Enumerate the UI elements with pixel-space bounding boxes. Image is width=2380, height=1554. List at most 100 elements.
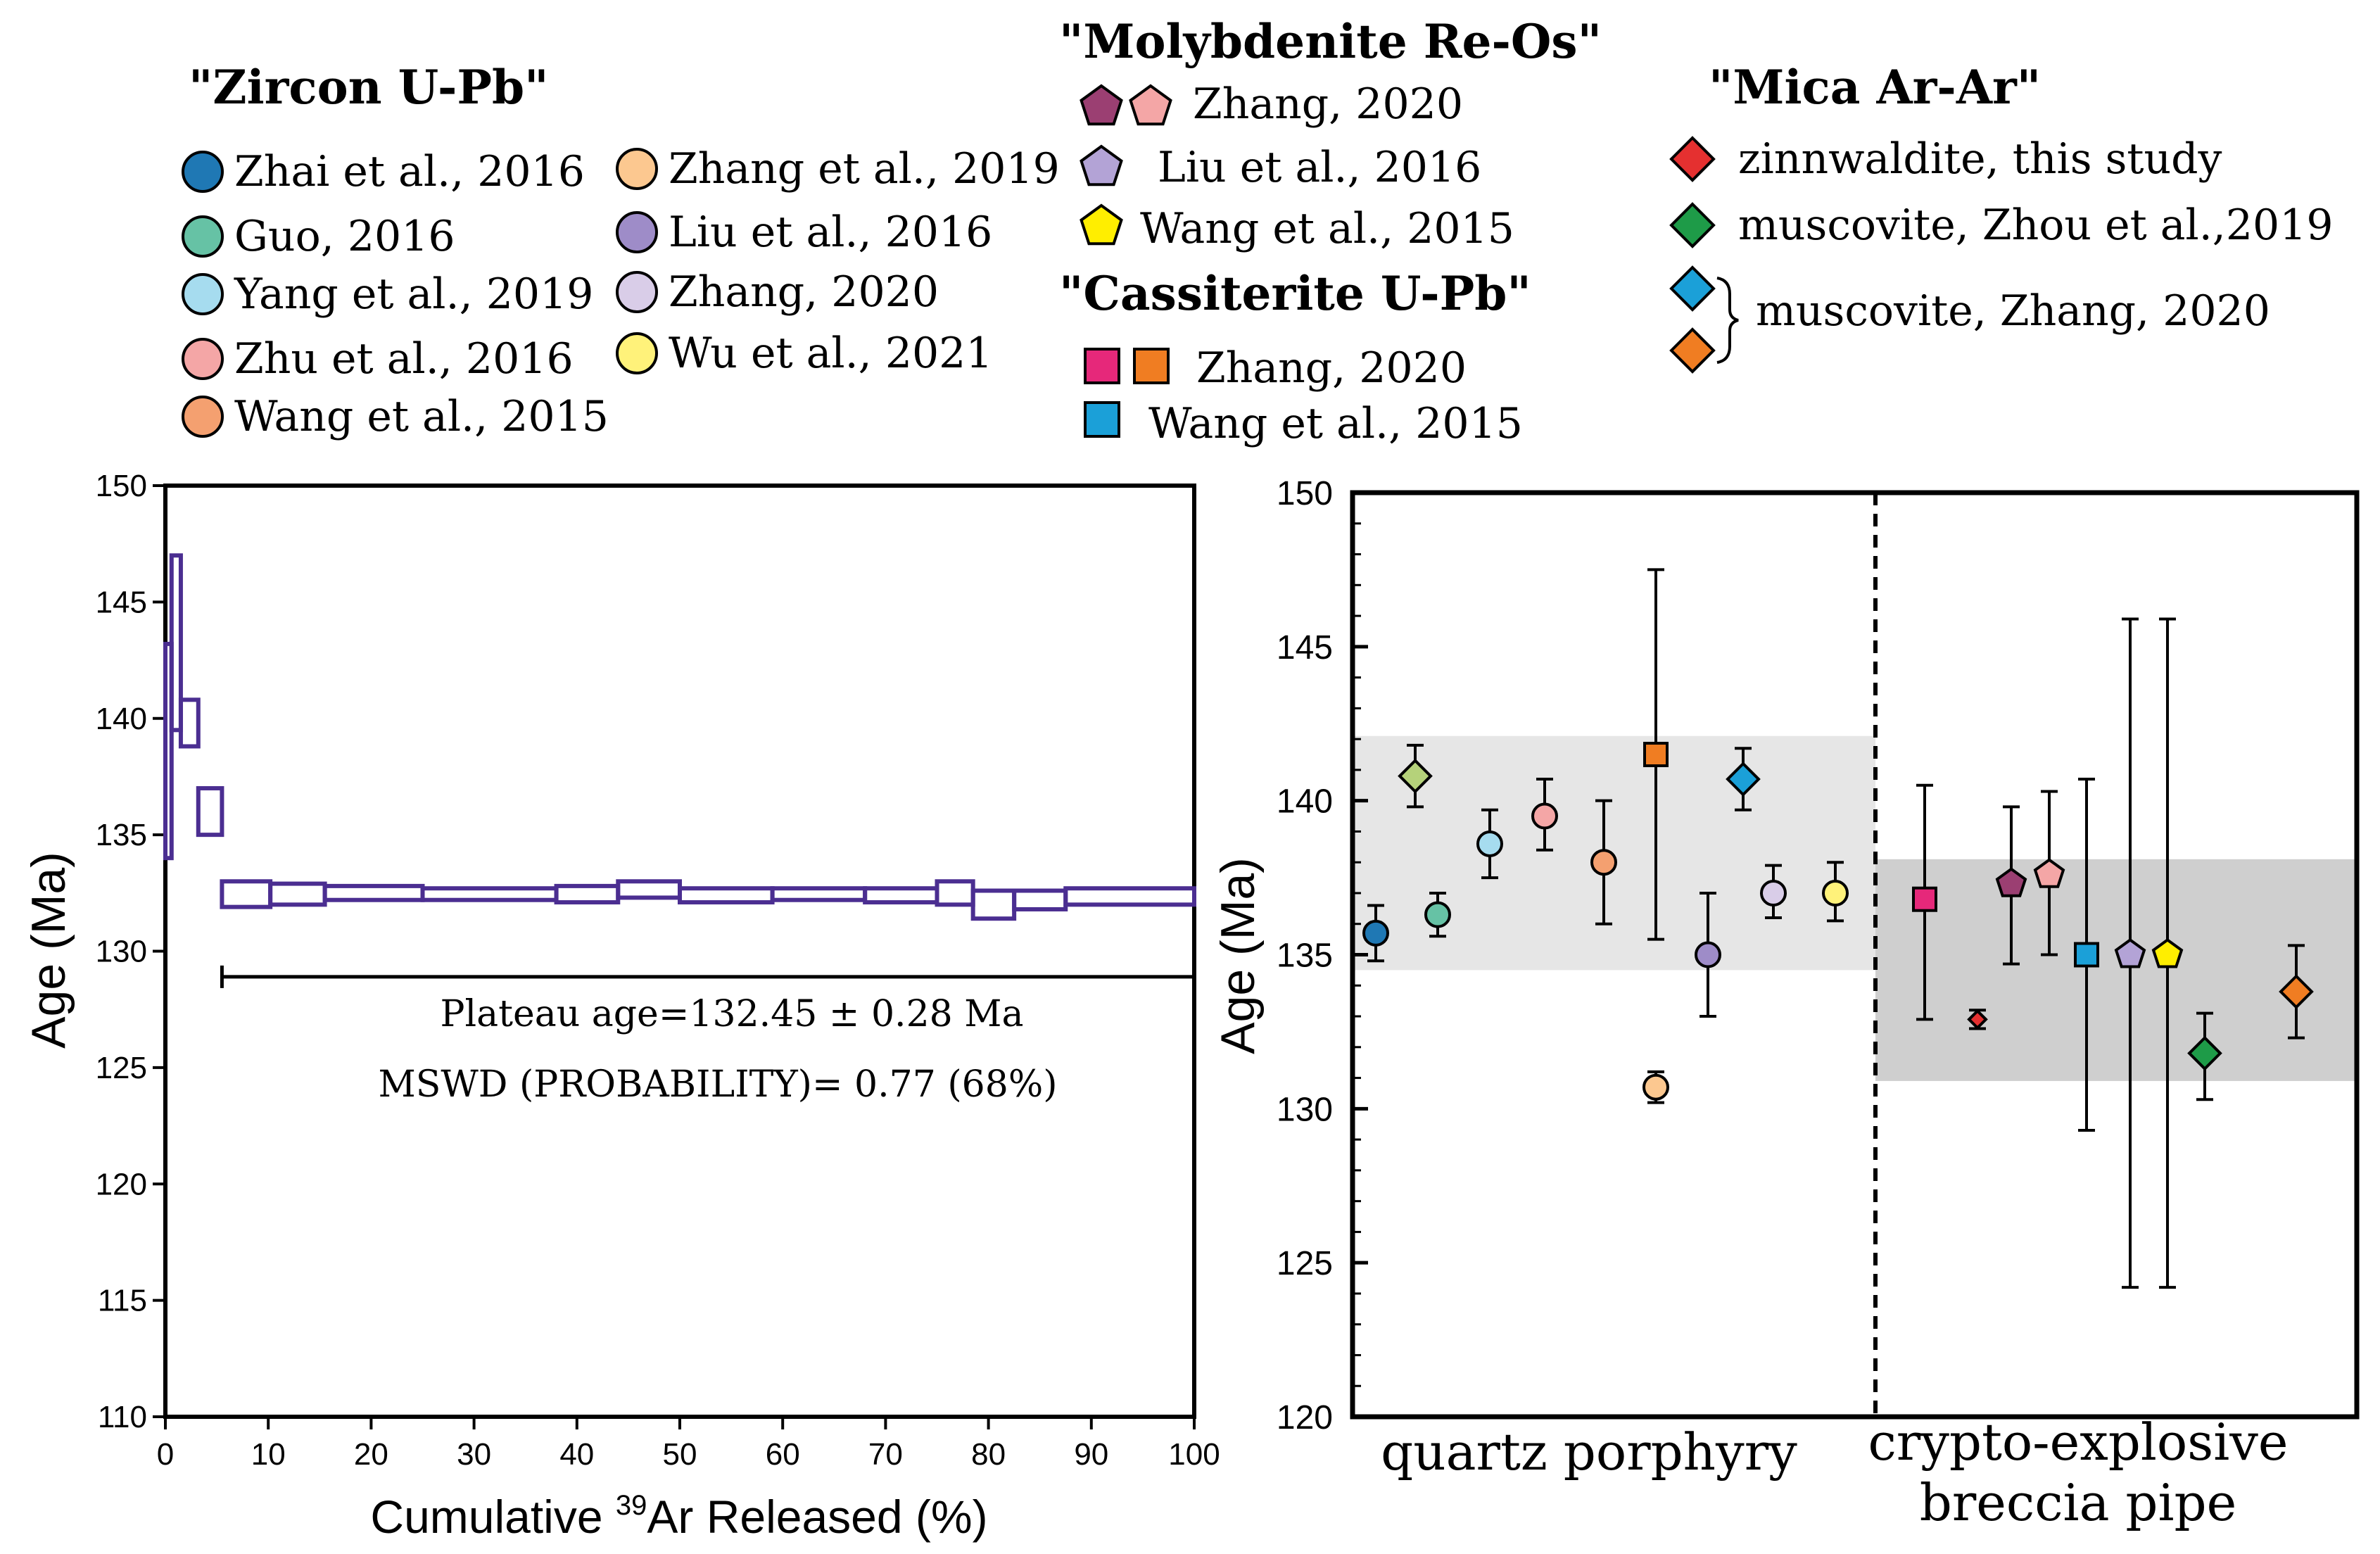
data-point-diamond — [2187, 1035, 2222, 1071]
legend-title-cassiterite: "Cassiterite U-Pb" — [1059, 266, 1531, 321]
x-tick-label: 10 — [251, 1437, 286, 1472]
plateau-age-annotation: Plateau age=132.45 ± 0.28 Ma — [440, 993, 1023, 1035]
x-axis-label-prefix: Cumulative — [370, 1491, 615, 1543]
plot-frame — [1350, 490, 2360, 1420]
x-axis-label-suffix: Ar Released (%) — [647, 1491, 987, 1543]
group-label-quartz-porphyry: quartz porphyry — [1381, 1422, 1797, 1482]
legend-item-label: Zhang, 2020 — [669, 267, 939, 317]
circle-icon — [182, 151, 224, 193]
legend-item-label: Zhai et al., 2016 — [234, 147, 585, 196]
data-points — [1362, 568, 2314, 1289]
legend-item-label: Zhang, 2020 — [1196, 343, 1467, 393]
legend-title-mica: "Mica Ar-Ar" — [1709, 60, 2041, 115]
y-tick-label: 140 — [1277, 783, 1333, 821]
step-box — [863, 886, 939, 905]
y-tick-label: 120 — [96, 1167, 147, 1201]
circle-icon — [182, 215, 224, 258]
age-bands — [1353, 735, 2357, 1081]
square-icon — [1084, 401, 1120, 438]
x-tick-label: 80 — [971, 1437, 1006, 1472]
diamond-icon — [1669, 136, 1716, 182]
y-tick-label: 140 — [96, 702, 147, 736]
pentagon-icon — [1080, 203, 1123, 246]
legend-item-label: Wu et al., 2021 — [669, 329, 993, 378]
age-compilation-chart: 120 125 130 135 140 145 150 Age (Ma) quartz po… — [1211, 475, 2360, 1532]
legend-title-molybdenite: "Molybdenite Re-Os" — [1059, 14, 1602, 69]
data-point-circle — [1362, 919, 1389, 947]
x-axis-label: Cumulative 39Ar Released (%) — [370, 1490, 987, 1543]
legend-item-label: Wang et al., 2015 — [234, 392, 609, 441]
data-point-circle — [1424, 901, 1451, 928]
legend-item-label: muscovite, Zhou et al.,2019 — [1738, 201, 2334, 250]
y-tick-label: 150 — [1277, 475, 1333, 512]
x-tick-label: 100 — [1168, 1437, 1220, 1472]
square-icon — [1084, 348, 1120, 384]
square-icon — [1133, 348, 1170, 384]
legend-title-zircon: "Zircon U-Pb" — [189, 60, 549, 115]
data-point-circle — [1590, 849, 1617, 876]
age-band — [1353, 735, 1875, 971]
y-tick-label: 135 — [96, 818, 147, 852]
y-tick-label: 130 — [1277, 1091, 1333, 1128]
data-point-circle — [1822, 879, 1849, 906]
legend: "Zircon U-Pb" Zhai et al., 2016 Guo, 2016… — [182, 14, 2334, 448]
step-box — [322, 883, 425, 902]
y-axis-label: Age (Ma) — [22, 852, 75, 1049]
legend-item-label: Zhang, 2020 — [1193, 80, 1463, 129]
step-box — [970, 888, 1017, 921]
y-tick-label: 145 — [1277, 629, 1333, 667]
data-point-diamond — [1398, 758, 1433, 794]
legend-item-label: zinnwaldite, this study — [1738, 134, 2222, 184]
y-tick-label: 145 — [96, 585, 147, 619]
y-tick-label: 115 — [98, 1284, 147, 1318]
data-point-circle — [1531, 802, 1558, 830]
ar-spectrum-chart: 110 115 120 125 130 135 140 145 150 0 10 20 30 40 50 6… — [22, 469, 1220, 1543]
step-box — [1063, 886, 1196, 907]
step-box — [163, 641, 174, 861]
step-box — [420, 886, 559, 902]
diamond-icon — [1669, 327, 1716, 374]
data-point-circle — [1642, 1073, 1669, 1101]
y-tick-label: 110 — [98, 1400, 147, 1434]
step-box — [196, 785, 224, 838]
diamond-icon — [1669, 202, 1716, 248]
data-point-pentagon — [1995, 867, 2027, 897]
plateau-bar — [220, 965, 1194, 988]
brace-icon — [1716, 277, 1739, 364]
data-point-circle — [1476, 830, 1503, 857]
step-box — [678, 886, 775, 905]
step-box — [178, 697, 201, 749]
data-point-diamond — [2279, 974, 2314, 1009]
x-tick-label: 20 — [354, 1437, 388, 1472]
y-tick-label: 135 — [1277, 937, 1333, 975]
legend-item-label: Zhang et al., 2019 — [669, 144, 1060, 194]
circle-icon — [182, 396, 224, 438]
x-tick-label: 0 — [157, 1437, 174, 1472]
data-point-pentagon — [2151, 938, 2184, 968]
y-axis-label: Age (Ma) — [1211, 857, 1265, 1054]
data-point-diamond — [1726, 762, 1761, 797]
circle-icon — [616, 271, 658, 313]
x-tick-label: 30 — [457, 1437, 491, 1472]
age-band — [1875, 859, 2357, 1081]
legend-item-label: muscovite, Zhang, 2020 — [1756, 286, 2270, 336]
x-axis: 0 10 20 30 40 50 60 70 80 90 100 — [157, 1417, 1220, 1472]
step-box — [616, 879, 683, 900]
data-point-pentagon — [2033, 858, 2065, 888]
circle-icon — [182, 338, 224, 380]
step-box — [220, 879, 273, 909]
step-box — [554, 883, 621, 905]
circle-icon — [616, 211, 658, 253]
legend-item-label: Zhu et al., 2016 — [234, 334, 574, 384]
y-tick-label: 150 — [96, 469, 147, 503]
legend-item-label: Wang et al., 2015 — [1140, 204, 1514, 253]
y-tick-label: 120 — [1277, 1399, 1333, 1436]
pentagon-icon — [1080, 144, 1123, 187]
group-label-breccia-line1: crypto-explosive — [1868, 1413, 2288, 1472]
diamond-icon — [1669, 265, 1716, 312]
data-point-pentagon — [2114, 938, 2146, 968]
data-point-square — [1643, 742, 1669, 768]
legend-item-label: Yang et al., 2019 — [234, 270, 593, 319]
y-tick-label: 130 — [96, 935, 147, 969]
